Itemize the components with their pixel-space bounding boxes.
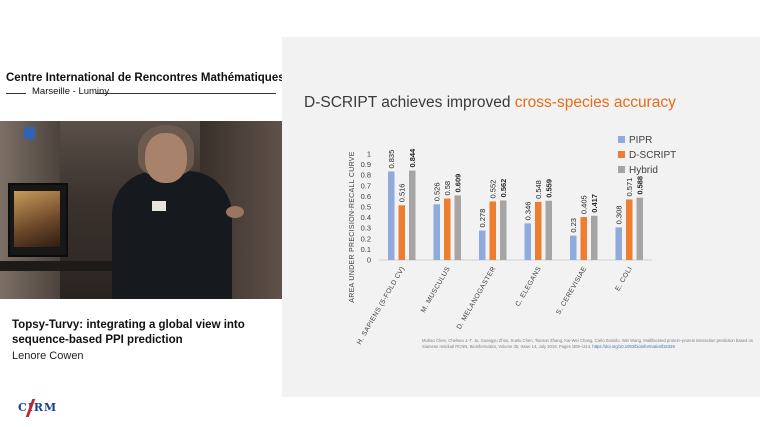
legend-swatch (618, 166, 625, 173)
talk-title: Topsy-Turvy: integrating a global view i… (12, 319, 245, 346)
auprc-bar-chart: 0 0.1 0.20.3 0.40.5 0.6 0.70.8 0.91 AREA UNDER … (349, 135, 676, 346)
y-tick-label: 0.6 (361, 192, 371, 201)
monitor-screen (14, 191, 60, 247)
bar-d-script (444, 198, 451, 260)
y-tick-label: 1 (367, 150, 371, 159)
data-label: 0.571 (625, 178, 634, 197)
speaker-video (0, 121, 282, 299)
category-label: M. MUSCULUS (420, 265, 452, 314)
presentation-slide: D-SCRIPT achieves improved cross-species… (282, 37, 760, 397)
data-label: 0.548 (534, 180, 543, 199)
category-label: E. COLI (614, 266, 634, 293)
bar-pipr (615, 227, 622, 260)
slide-title-accent: cross-species accuracy (514, 94, 676, 111)
data-label: 0.559 (544, 179, 553, 198)
accessibility-sign-icon (24, 127, 35, 139)
cirm-logo-text: CIRM (18, 401, 58, 414)
lectern-monitor (8, 183, 68, 257)
slide-title: D-SCRIPT achieves improved cross-species… (304, 94, 676, 112)
data-label: 0.835 (387, 150, 396, 169)
data-label: 0.58 (443, 181, 452, 196)
category-label: C. ELEGANS (515, 265, 543, 307)
category-label: S. CEREVISIAE (555, 265, 588, 316)
bar-hybrid (636, 197, 643, 260)
bar-pipr (479, 230, 486, 260)
lectern-desk (0, 261, 150, 271)
speaker-panel: Centre International de Rencontres Mathé… (0, 0, 285, 427)
data-label: 0.552 (488, 180, 497, 199)
legend-label: D-SCRIPT (629, 150, 676, 161)
divider-line (6, 93, 26, 94)
institute-location: Marseille - Luminy (32, 86, 110, 97)
data-label: 0.23 (569, 218, 578, 233)
bar-hybrid (500, 200, 507, 260)
citation-link[interactable]: https://doi.org/10.1093/bioinformatics/b… (592, 344, 675, 349)
speaker-hand (226, 206, 244, 218)
bar-pipr (524, 223, 531, 260)
institute-title: Centre International de Rencontres Mathé… (6, 72, 285, 84)
y-tick-label: 0.2 (361, 234, 371, 243)
bar-hybrid (545, 200, 552, 260)
institute-subtitle: Marseille - Luminy (0, 86, 282, 100)
divider-line (96, 93, 276, 94)
y-axis-label: AREA UNDER PRECISION-RECALL CURVE (349, 151, 356, 303)
y-tick-label: 0.9 (361, 160, 371, 169)
y-tick-label: 0.1 (361, 245, 371, 254)
data-label: 0.346 (523, 202, 532, 221)
y-tick-label: 0.5 (361, 203, 371, 212)
bar-pipr (433, 204, 440, 260)
bar-hybrid (454, 195, 461, 260)
legend-label: Hybrid (629, 165, 658, 176)
data-label: 0.417 (590, 194, 599, 213)
bar-hybrid (409, 170, 416, 260)
data-label: 0.609 (453, 174, 462, 193)
speaker-figure (112, 171, 232, 299)
data-label: 0.562 (499, 179, 508, 198)
y-tick-label: 0.7 (361, 181, 371, 190)
category-label: D. MELANOGASTER (456, 266, 498, 331)
speaker-badge (152, 201, 166, 211)
category-label: H. SAPIENS (5-FOLD CV) (356, 266, 406, 346)
bar-d-script (398, 205, 405, 260)
bar-d-script (626, 199, 633, 260)
cirm-logo: CIRM (18, 399, 56, 418)
citation-text: Muhao Chen, Chelsea J.-T. Ju, Guangyu Zh… (422, 338, 754, 349)
data-label: 0.516 (397, 184, 406, 203)
y-tick-label: 0 (367, 256, 371, 265)
bar-d-script (580, 217, 587, 260)
data-label: 0.588 (635, 176, 644, 195)
bar-hybrid (591, 215, 598, 260)
data-label: 0.844 (408, 148, 417, 168)
bar-d-script (489, 201, 496, 260)
speaker-name: Lenore Cowen (12, 350, 84, 362)
citation: Muhao Chen, Chelsea J.-T. Ju, Guangyu Zh… (422, 338, 760, 350)
data-label: 0.278 (478, 209, 487, 228)
y-tick-label: 0.3 (361, 224, 371, 233)
bar-pipr (388, 171, 395, 260)
data-label: 0.405 (579, 195, 588, 214)
slide-title-prefix: D-SCRIPT achieves improved (304, 94, 515, 111)
bar-pipr (570, 235, 577, 260)
data-label: 0.308 (614, 206, 623, 225)
legend-swatch (618, 136, 625, 143)
legend-label: PIPR (629, 135, 652, 146)
y-tick-label: 0.8 (361, 171, 371, 180)
speaker-head (145, 133, 187, 183)
y-tick-label: 0.4 (361, 213, 371, 222)
bar-d-script (535, 201, 542, 260)
data-label: 0.526 (432, 182, 441, 201)
legend-swatch (618, 151, 625, 158)
